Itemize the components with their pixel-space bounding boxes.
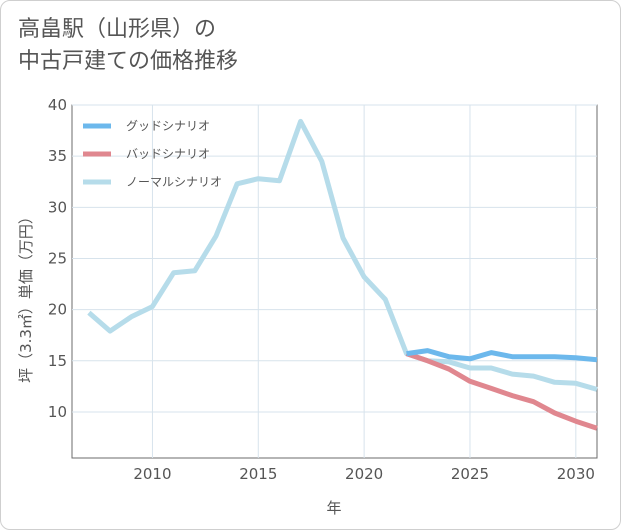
legend-label-0: グッドシナリオ (126, 119, 210, 133)
y-tick-label-10: 10 (48, 403, 67, 421)
y-tick-label-25: 25 (48, 249, 67, 267)
x-axis-title: 年 (326, 499, 341, 517)
x-tick-label-2010: 2010 (133, 465, 171, 483)
y-tick-labels: 10 15 20 25 30 35 40 (48, 96, 67, 421)
series-line-1 (405, 351, 598, 431)
x-tick-label-2025: 2025 (451, 465, 489, 483)
legend-label-1: バッドシナリオ (126, 147, 210, 161)
chart-title: 高畠駅（山形県）の 中古戸建ての価格推移 (18, 14, 578, 78)
y-tick-label-20: 20 (48, 301, 67, 319)
y-tick-label-40: 40 (48, 96, 67, 114)
x-tick-label-2020: 2020 (345, 465, 383, 483)
x-tick-labels: 2010 2015 2020 2025 2030 (133, 465, 595, 483)
chart-title-line-2: 中古戸建ての価格推移 (18, 49, 239, 74)
y-tick-label-15: 15 (48, 352, 67, 370)
series-line-2 (87, 118, 598, 392)
y-tick-label-35: 35 (48, 147, 67, 165)
x-tick-label-2015: 2015 (239, 465, 277, 483)
legend-label-2: ノーマルシナリオ (126, 175, 222, 189)
y-gridlines (72, 104, 597, 413)
y-axis-title: 坪（3.3㎡）単価（万円） (17, 209, 35, 383)
y-tick-label-30: 30 (48, 198, 67, 216)
x-tick-label-2030: 2030 (557, 465, 595, 483)
plot-area (71, 104, 598, 459)
series-line-0 (406, 348, 598, 363)
x-gridlines (151, 105, 577, 458)
chart-title-line-1: 高畠駅（山形県）の (18, 17, 217, 42)
series-layer (87, 118, 598, 431)
